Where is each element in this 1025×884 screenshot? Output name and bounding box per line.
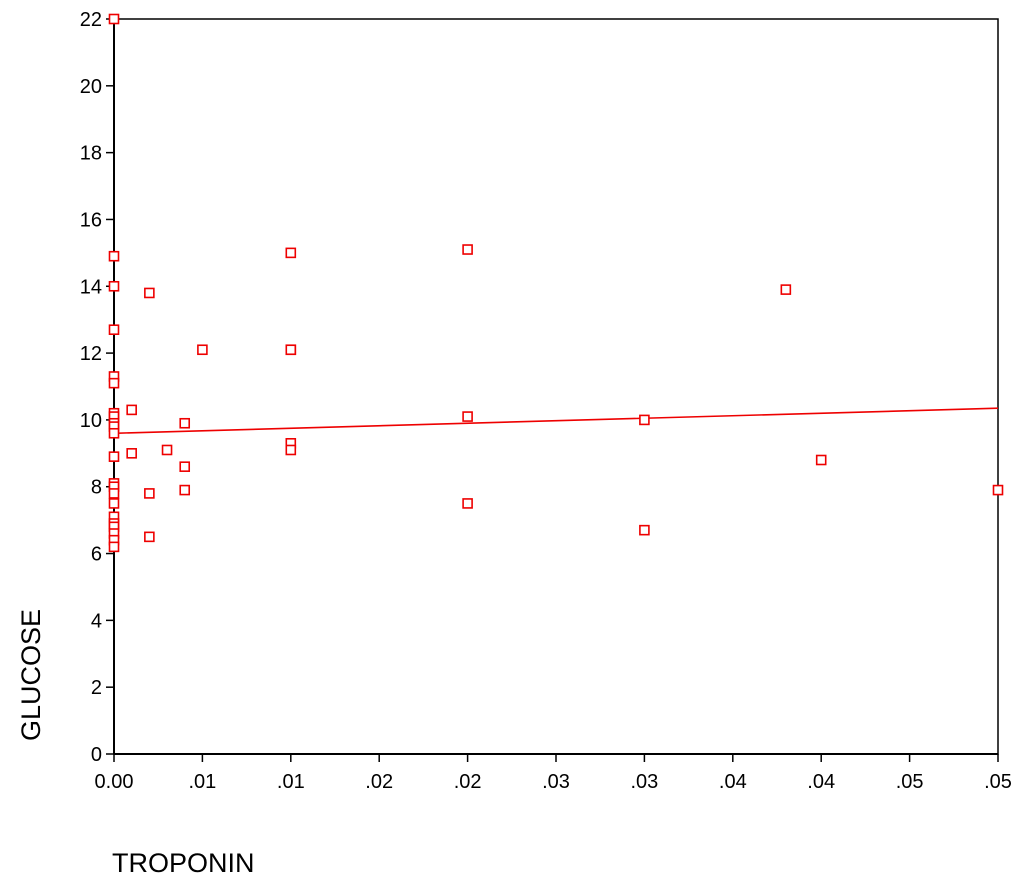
data-point (126, 404, 137, 416)
y-tick-label: 2 (91, 677, 102, 699)
data-point (108, 427, 120, 439)
data-point (179, 484, 191, 496)
data-point (144, 488, 155, 499)
y-tick-label: 22 (80, 9, 102, 31)
data-point (161, 444, 173, 456)
data-point (462, 411, 473, 422)
y-tick-label: 10 (80, 410, 102, 432)
x-tick-label: .02 (365, 771, 393, 793)
x-tick-label: .02 (454, 771, 482, 793)
y-tick-label: 12 (80, 343, 102, 365)
data-point (108, 541, 120, 553)
y-tick-label: 0 (91, 744, 102, 766)
data-point (780, 284, 792, 295)
data-point (108, 250, 120, 262)
data-point (179, 461, 191, 472)
y-tick-label: 16 (80, 209, 102, 231)
data-point (815, 454, 827, 466)
x-axis-title: TROPONIN (112, 848, 255, 878)
x-tick-label: 0.00 (95, 771, 134, 793)
data-point (108, 13, 120, 25)
data-point (462, 498, 473, 509)
x-tick-label: .04 (719, 771, 747, 793)
data-points (108, 13, 1004, 553)
y-tick-label: 4 (91, 610, 102, 632)
y-tick-label: 8 (91, 477, 102, 499)
data-point (285, 247, 297, 259)
data-point (285, 344, 297, 356)
y-tick-label: 18 (80, 143, 102, 165)
plot-frame (113, 18, 999, 755)
data-point (992, 484, 1004, 496)
regression-line (113, 407, 999, 435)
y-tick-label: 14 (80, 276, 102, 298)
x-tick-label: .05 (984, 771, 1012, 793)
data-point (144, 287, 155, 299)
data-point (108, 377, 120, 389)
data-point (639, 524, 650, 536)
data-point (144, 531, 155, 543)
x-tick-label: .01 (188, 771, 216, 793)
data-point (179, 417, 191, 429)
data-point (108, 324, 120, 336)
data-point (462, 244, 473, 255)
y-tick-label: 6 (91, 544, 102, 566)
data-point (108, 488, 120, 499)
y-axis-title: GLUCOSE (16, 609, 46, 741)
data-point (639, 414, 650, 426)
x-tick-label: .03 (542, 771, 570, 793)
x-tick-label: .04 (807, 771, 835, 793)
data-point (108, 498, 120, 509)
data-point (126, 448, 137, 459)
x-tick-label: .03 (630, 771, 658, 793)
y-tick-label: 20 (80, 76, 102, 98)
x-axis-ticks: 0.00 .01 .01 .02 .02 .03 .03 .04 .04 .05 .05 (95, 754, 1012, 793)
data-point (285, 444, 297, 456)
y-axis-ticks: 0 2 4 6 8 10 12 14 16 18 20 22 (80, 9, 114, 766)
data-point (197, 344, 208, 356)
data-point (108, 451, 120, 462)
data-point (108, 280, 120, 292)
x-tick-label: .05 (896, 771, 924, 793)
fit-line-layer (113, 407, 999, 435)
x-tick-label: .01 (277, 771, 305, 793)
